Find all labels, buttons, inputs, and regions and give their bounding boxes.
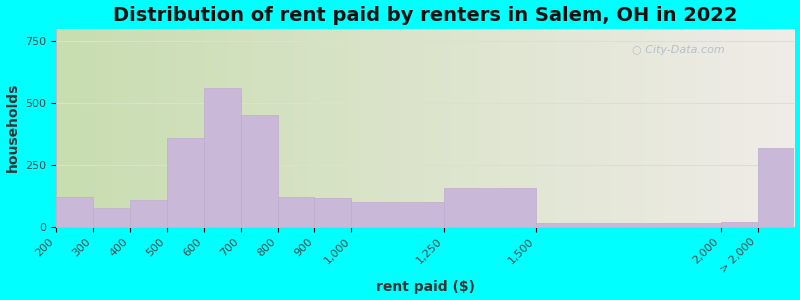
Bar bbox=[721, 222, 758, 227]
Bar bbox=[241, 116, 278, 227]
Bar bbox=[166, 138, 204, 227]
Bar bbox=[204, 88, 241, 227]
Title: Distribution of rent paid by renters in Salem, OH in 2022: Distribution of rent paid by renters in … bbox=[113, 6, 738, 25]
Bar bbox=[351, 202, 444, 227]
X-axis label: rent paid ($): rent paid ($) bbox=[376, 280, 474, 294]
Bar bbox=[536, 223, 721, 227]
Bar bbox=[314, 198, 351, 227]
Text: ○ City-Data.com: ○ City-Data.com bbox=[632, 45, 725, 55]
Bar bbox=[93, 208, 130, 227]
Bar bbox=[278, 197, 314, 227]
Bar bbox=[444, 188, 536, 227]
Y-axis label: households: households bbox=[6, 83, 19, 172]
Bar bbox=[758, 148, 794, 227]
Bar bbox=[130, 200, 166, 227]
Bar bbox=[56, 197, 93, 227]
